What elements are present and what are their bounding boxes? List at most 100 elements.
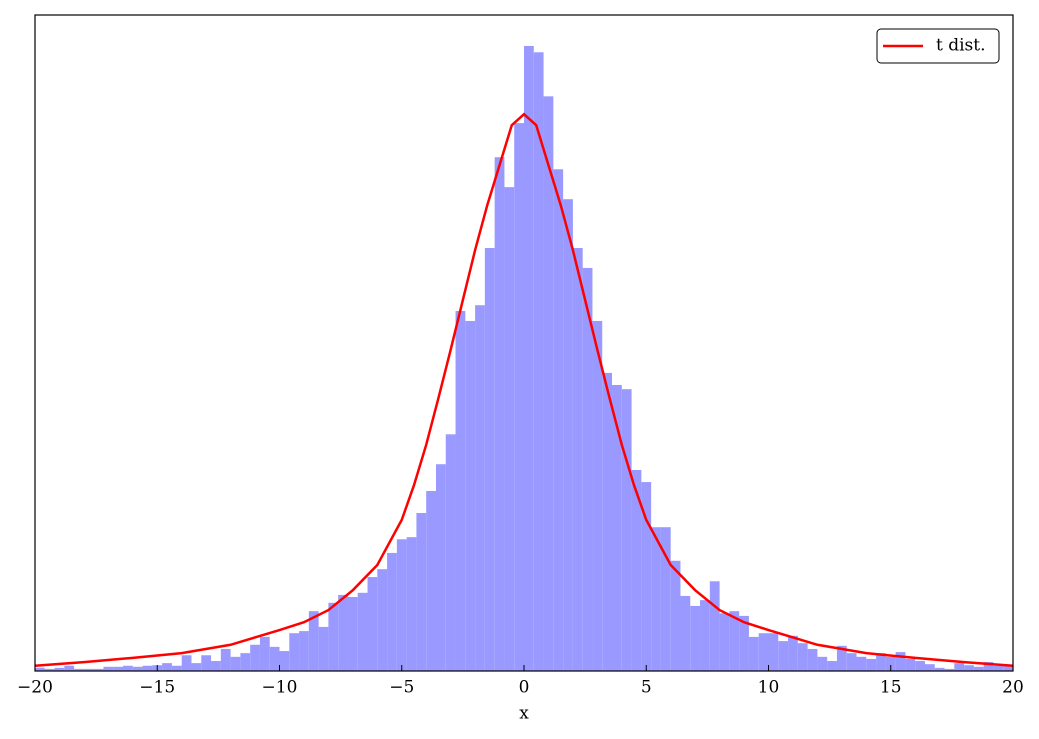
histogram-bar [465,320,476,671]
x-tick-label: 15 [880,678,902,698]
histogram-bar [201,655,212,671]
legend-label: t dist. [936,36,986,56]
histogram-bar [641,482,652,671]
histogram-bar [64,665,75,671]
histogram-bar [739,615,749,671]
histogram-bar [259,636,270,671]
histogram-bar [357,592,368,671]
histogram-bar [367,577,378,671]
histogram-bar [347,597,358,671]
histogram-bar [680,595,691,671]
histogram-bar [132,666,143,671]
x-tick-label: 5 [641,678,652,698]
histogram-bar [299,631,309,671]
histogram-bar [230,656,241,671]
histogram-bar [700,600,710,671]
histogram-bar [866,658,877,671]
histogram-bar [778,641,789,671]
histogram-bar [788,635,798,671]
histogram-bar [504,187,515,671]
histogram-bar [954,663,965,671]
histogram-bar [387,552,397,671]
histogram-bar [54,667,65,671]
x-axis-label: x [519,704,529,724]
histogram-bar [631,470,642,671]
histogram-bar [113,666,124,671]
histogram-bar [74,668,84,671]
x-tick-label: −20 [17,678,53,698]
histogram-bar [660,527,671,671]
histogram-bar [162,663,172,671]
histogram-bar [670,560,681,671]
histogram-bar [533,52,544,671]
histogram-bar [602,372,613,671]
histogram-bar [846,653,857,671]
histogram-bar [250,644,260,671]
histogram-bar [797,643,808,671]
histogram-bar [836,645,847,671]
histogram-bar [171,665,182,671]
histogram-bar [328,602,339,671]
x-tick-label: 20 [1002,678,1024,698]
histogram-bar [494,157,505,671]
histogram-bar [719,613,730,671]
histogram-bar [827,661,837,671]
histogram-bar [905,658,916,671]
histogram-bar [856,656,867,671]
histogram-bar [123,665,133,671]
histogram-bar [876,653,886,671]
histogram-bar [885,656,896,671]
histogram-bar [592,320,603,671]
histogram-bar [621,389,632,671]
histogram-bar [582,267,593,671]
histogram-bar [895,652,906,671]
histogram-bar [612,384,622,671]
x-tick-label: −15 [139,678,175,698]
histogram-bar [524,45,534,672]
histogram-bar [690,605,701,671]
x-tick-label: −5 [389,678,414,698]
histogram-bar [924,664,935,671]
histogram-bar [142,665,153,671]
histogram-bar [191,663,202,671]
histogram-bar [211,661,221,671]
x-tick-label: 0 [519,678,530,698]
histogram-bar [475,305,485,671]
density-line [34,112,1014,667]
histogram-bar [964,665,974,671]
histogram-bar [416,513,427,671]
histogram-bar [729,611,740,671]
histogram-bar [455,310,466,671]
histogram-bar [445,434,456,671]
histogram-bar [318,626,329,671]
histogram-bar [915,661,925,671]
histogram-bar [35,667,45,671]
legend-box [876,28,1000,64]
histogram-bar [83,668,94,671]
histogram-bar [269,646,280,671]
histogram-bar [944,668,955,671]
histogram-bar [435,464,446,671]
x-tick-label: 10 [758,678,780,698]
histogram-bar [240,653,251,671]
histogram-bar [934,667,945,671]
histogram-bar [377,569,388,671]
histogram-bar [308,611,319,671]
histogram-bar [993,665,1004,671]
histogram-bar [973,666,984,671]
histogram-bar [279,651,290,671]
histogram-bar [44,668,55,671]
histogram-bar [983,662,994,671]
histogram-bar [406,537,417,671]
histogram-bar [563,199,573,671]
histogram-bar [1003,665,1013,671]
histogram-bar [758,633,769,671]
histogram-bar [572,248,583,671]
histogram-bar [220,648,231,671]
histogram-bar [709,581,720,671]
histogram-bar [484,248,495,671]
histogram-bar [338,594,348,671]
x-tick-label: −10 [262,678,298,698]
